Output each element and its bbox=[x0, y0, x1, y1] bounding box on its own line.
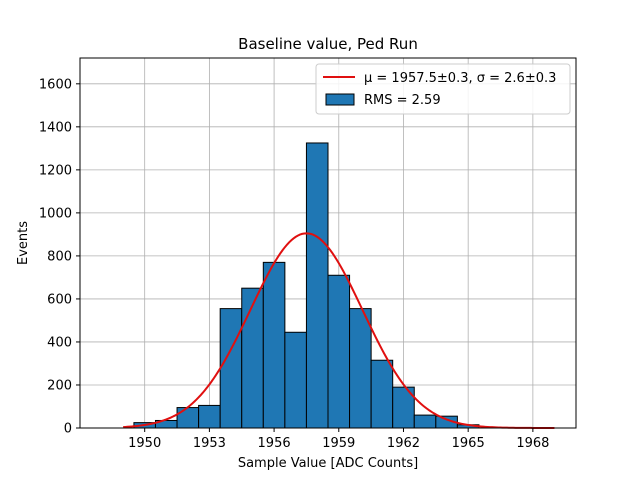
y-tick-label: 400 bbox=[47, 335, 72, 350]
histogram-bar bbox=[262, 261, 286, 429]
x-tick-label: 1950 bbox=[128, 436, 161, 451]
legend-box bbox=[315, 63, 571, 115]
plot-frame bbox=[79, 57, 577, 429]
y-axis-ticks: 0 200 400 600 800 1000 1200 1400 1600 bbox=[39, 77, 80, 437]
histogram-bar bbox=[327, 274, 351, 429]
x-axis-ticks: 1950 1953 1956 1959 1962 1965 1968 bbox=[128, 428, 549, 451]
legend-rms-label: RMS = 2.59 bbox=[364, 93, 441, 108]
histogram-bar bbox=[413, 414, 437, 429]
y-tick-label: 1200 bbox=[39, 163, 72, 178]
x-axis-label: Sample Value [ADC Counts] bbox=[238, 456, 418, 471]
y-tick-label: 1600 bbox=[39, 77, 72, 92]
gaussian-fit-curve bbox=[123, 232, 555, 429]
histogram-bar bbox=[241, 287, 264, 429]
histogram-bars bbox=[133, 142, 480, 429]
histogram-bar bbox=[305, 142, 329, 429]
y-tick-label: 1400 bbox=[39, 120, 72, 135]
y-tick-label: 1000 bbox=[39, 206, 72, 221]
histogram-bar bbox=[198, 404, 221, 429]
x-tick-label: 1965 bbox=[452, 436, 485, 451]
x-tick-label: 1962 bbox=[387, 436, 420, 451]
y-tick-label: 200 bbox=[47, 378, 72, 393]
histogram-bar bbox=[219, 308, 243, 429]
histogram-bar bbox=[176, 407, 200, 429]
y-tick-label: 0 bbox=[64, 422, 72, 437]
x-tick-label: 1968 bbox=[516, 436, 549, 451]
legend-fit-label: μ = 1957.5±0.3, σ = 2.6±0.3 bbox=[364, 71, 556, 86]
histogram-bar bbox=[349, 308, 372, 429]
histogram-bar bbox=[284, 331, 307, 429]
x-tick-label: 1956 bbox=[258, 436, 291, 451]
y-axis-label: Events bbox=[16, 221, 31, 265]
y-tick-label: 600 bbox=[47, 292, 72, 307]
x-tick-label: 1953 bbox=[193, 436, 226, 451]
legend-rms-patch-swatch bbox=[325, 93, 355, 106]
histogram-bar bbox=[370, 359, 394, 429]
legend: μ = 1957.5±0.3, σ = 2.6±0.3 RMS = 2.59 bbox=[315, 63, 571, 115]
y-tick-label: 800 bbox=[47, 249, 72, 264]
gaussian-fit bbox=[123, 232, 555, 429]
x-tick-label: 1959 bbox=[322, 436, 355, 451]
chart-title: Baseline value, Ped Run bbox=[238, 35, 418, 53]
